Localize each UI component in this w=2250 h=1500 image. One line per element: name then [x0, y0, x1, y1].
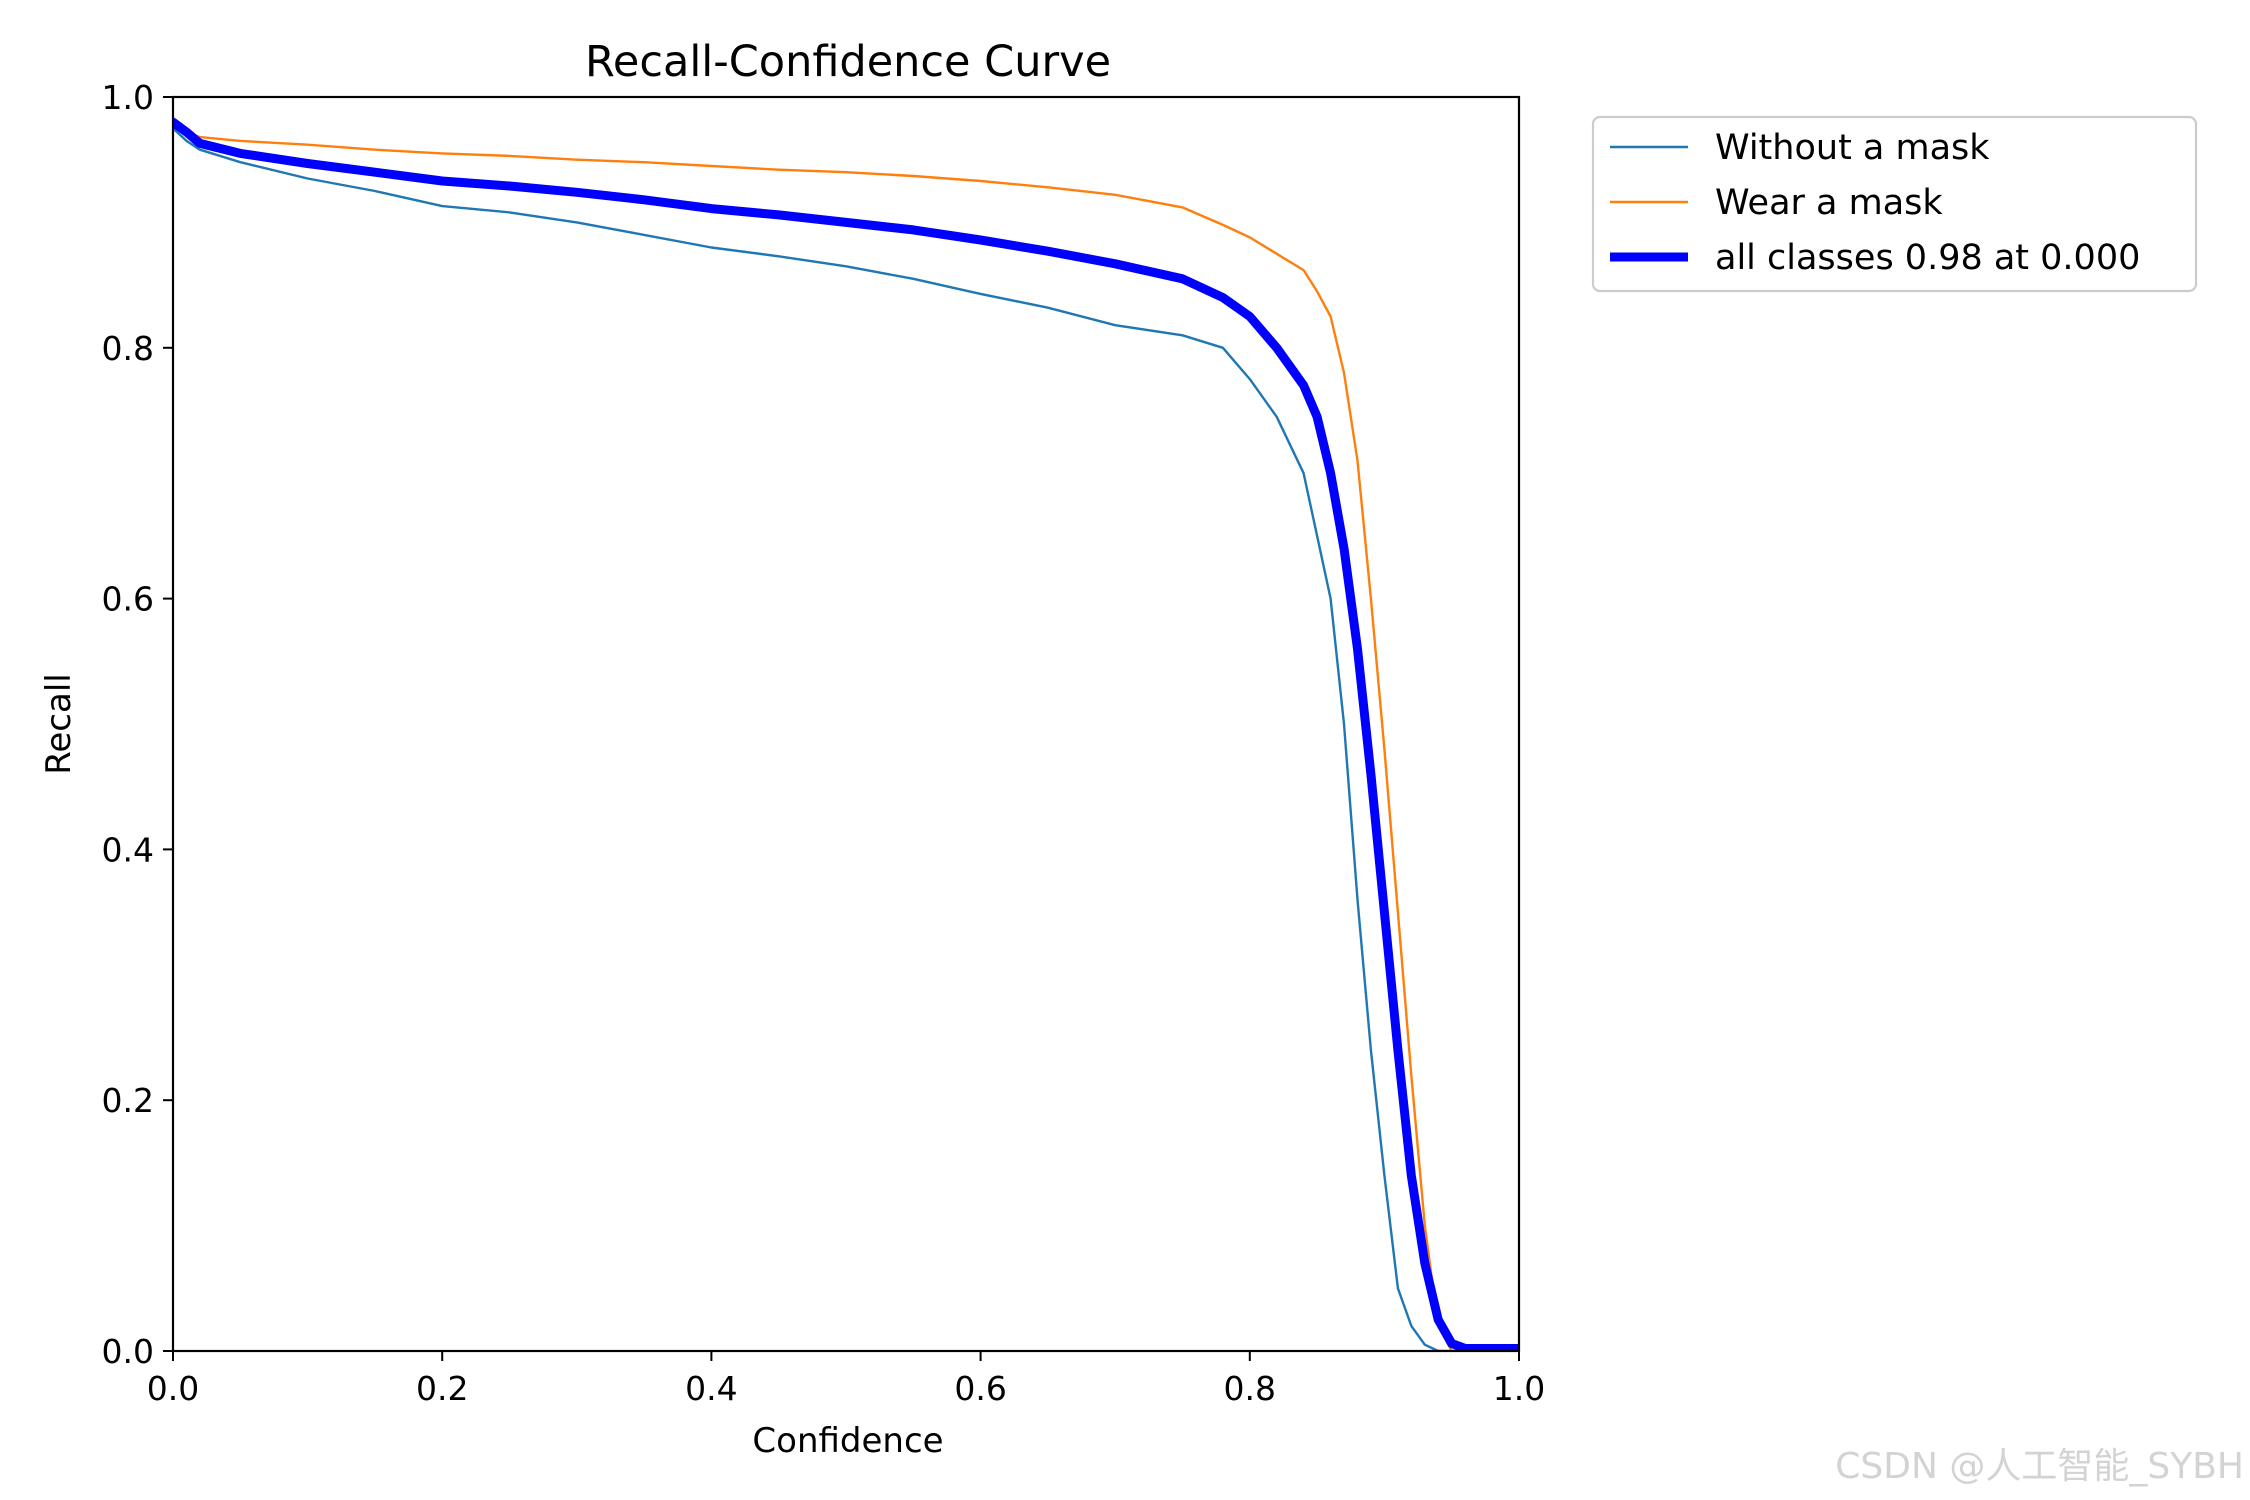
- x-axis-ticks: 0.0 0.2 0.4 0.6 0.8 1.0: [147, 1351, 1545, 1408]
- plot-area: [171, 95, 1521, 1353]
- series-line-2: [173, 117, 1519, 1351]
- legend: Without a mask Wear a mask all classes 0…: [1591, 115, 2198, 293]
- x-tick-label: 0.6: [954, 1369, 1006, 1408]
- x-tick-label: 0.8: [1224, 1369, 1276, 1408]
- y-tick-label: 0.2: [102, 1081, 154, 1120]
- y-axis-ticks: 0.0 0.2 0.4 0.6 0.8 1.0: [102, 78, 173, 1371]
- x-tick-label: 1.0: [1493, 1369, 1545, 1408]
- series-layer: [173, 117, 1519, 1351]
- y-tick-label: 0.0: [102, 1332, 154, 1371]
- y-axis-label: Recall: [39, 673, 79, 774]
- x-tick-label: 0.0: [147, 1369, 199, 1408]
- legend-box: [1591, 115, 2198, 293]
- series-line-0: [173, 127, 1519, 1351]
- legend-label-without-mask: Without a mask: [1715, 128, 1990, 168]
- y-tick-label: 0.8: [102, 329, 154, 368]
- watermark: CSDN @人工智能_SYBH: [1835, 1446, 2244, 1487]
- chart-title: Recall-Confidence Curve: [585, 37, 1111, 87]
- y-tick-label: 0.6: [102, 580, 154, 619]
- axes-frame: [171, 95, 1521, 1353]
- legend-label-wear-mask: Wear a mask: [1715, 183, 1943, 223]
- legend-label-all-classes: all classes 0.98 at 0.000: [1715, 238, 2140, 278]
- x-axis-label: Confidence: [752, 1421, 943, 1461]
- x-tick-label: 0.2: [416, 1369, 468, 1408]
- series-line-1: [173, 120, 1519, 1351]
- y-tick-label: 0.4: [102, 830, 154, 869]
- x-tick-label: 0.4: [685, 1369, 737, 1408]
- y-tick-label: 1.0: [102, 78, 154, 117]
